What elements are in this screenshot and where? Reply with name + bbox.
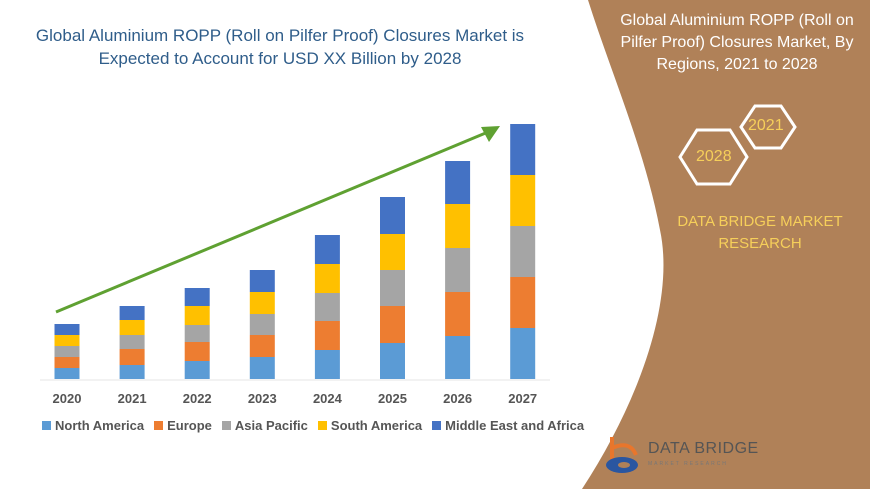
x-tick-label: 2025 <box>378 391 407 406</box>
legend-swatch <box>221 421 231 430</box>
logo-subtext: MARKET RESEARCH <box>648 461 728 467</box>
bar-segment-2024-europe <box>314 321 340 350</box>
legend-label: Europe <box>167 418 212 433</box>
bar-segment-2026-south-america <box>445 204 471 248</box>
logo-icon <box>606 437 638 473</box>
hexagon-2028 <box>678 128 749 186</box>
x-tick-label: 2027 <box>508 391 537 406</box>
legend-item: North America <box>42 418 144 433</box>
bar-segment-2022-north-america <box>184 361 210 379</box>
chart-legend: North America Europe Asia Pacific South Ame… <box>42 418 584 433</box>
bar-segment-2024-north-america <box>314 350 340 379</box>
chart-title: Global Aluminium ROPP (Roll on Pilfer Pr… <box>35 26 525 68</box>
bar-segment-2025-europe <box>380 306 405 343</box>
bar-segment-2021-north-america <box>119 365 145 379</box>
bar-segment-2026-asia-pacific <box>445 248 471 292</box>
bar-segment-2021-south-america <box>119 320 145 335</box>
bar-segment-2022-south-america <box>184 306 210 325</box>
bar-segment-2025-north-america <box>380 343 405 379</box>
legend-item: Middle East and Africa <box>432 418 584 433</box>
bar-segment-2027-north-america <box>510 328 536 379</box>
bar-segment-2020-europe <box>54 357 80 368</box>
bar-segment-2021-middle-east-and-africa <box>119 306 145 320</box>
bar-segment-2023-europe <box>249 335 275 357</box>
hex-label-2028: 2028 <box>696 148 732 165</box>
legend-swatch <box>317 421 327 430</box>
bar-segment-2020-north-america <box>54 368 80 379</box>
bar-segment-2025-middle-east-and-africa <box>380 197 405 234</box>
bar-segment-2024-asia-pacific <box>314 293 340 321</box>
legend-label: Middle East and Africa <box>445 418 585 433</box>
bar-segment-2027-middle-east-and-africa <box>510 124 536 175</box>
legend-swatch <box>42 421 51 430</box>
legend-label: Asia Pacific <box>234 418 308 433</box>
bar-segment-2020-middle-east-and-africa <box>54 324 80 335</box>
logo-text: DATA BRIDGE <box>648 440 759 457</box>
x-tick-label: 2026 <box>443 391 472 406</box>
side-panel-shape <box>582 0 870 489</box>
legend-item: South America <box>317 418 423 433</box>
bar-segment-2024-south-america <box>314 264 340 293</box>
bar-segment-2027-asia-pacific <box>510 226 536 277</box>
legend-swatch <box>432 421 442 430</box>
x-tick-label: 2022 <box>183 391 212 406</box>
bar-segment-2022-europe <box>184 342 210 361</box>
bar-segment-2025-asia-pacific <box>380 270 405 306</box>
bar-segment-2023-south-america <box>249 292 275 314</box>
bar-segment-2024-middle-east-and-africa <box>314 235 340 264</box>
legend-label: South America <box>330 418 423 433</box>
side-panel-title: Global Aluminium ROPP (Roll on Pilfer Pr… <box>620 12 854 73</box>
x-tick-label: 2023 <box>248 391 277 406</box>
bar-segment-2023-middle-east-and-africa <box>249 270 275 292</box>
x-tick-label: 2021 <box>118 391 147 406</box>
bar-segment-2022-asia-pacific <box>184 325 210 342</box>
bar-segment-2027-south-america <box>510 175 536 226</box>
bar-segment-2022-middle-east-and-africa <box>184 288 210 306</box>
hexagon-decoration <box>678 104 797 186</box>
legend-label: North America <box>55 418 145 433</box>
bar-segment-2026-europe <box>445 292 471 336</box>
hexagon-2021 <box>739 104 797 150</box>
bar-segment-2023-north-america <box>249 357 275 379</box>
bar-segment-2023-asia-pacific <box>249 314 275 335</box>
bar-segment-2027-europe <box>510 277 536 328</box>
bar-segment-2026-middle-east-and-africa <box>445 161 471 204</box>
bar-segment-2021-europe <box>119 349 145 365</box>
legend-item: Asia Pacific <box>221 418 308 433</box>
brand-text: DATA BRIDGE MARKET RESEARCH <box>660 211 860 255</box>
legend-item: Europe <box>154 418 212 433</box>
bar-segment-2021-asia-pacific <box>119 335 145 349</box>
brand-line-2: RESEARCH <box>718 235 802 252</box>
x-tick-label: 2024 <box>313 391 343 406</box>
brand-line-1: DATA BRIDGE MARKET <box>677 213 843 230</box>
bar-segment-2026-north-america <box>445 336 471 379</box>
x-tick-label: 2020 <box>53 391 82 406</box>
bar-segment-2020-south-america <box>54 335 80 346</box>
hex-label-2021: 2021 <box>748 117 784 134</box>
legend-swatch <box>154 421 164 430</box>
bar-segment-2025-south-america <box>380 234 405 270</box>
trend-arrow <box>55 126 500 314</box>
bar-segment-2020-asia-pacific <box>54 346 80 357</box>
